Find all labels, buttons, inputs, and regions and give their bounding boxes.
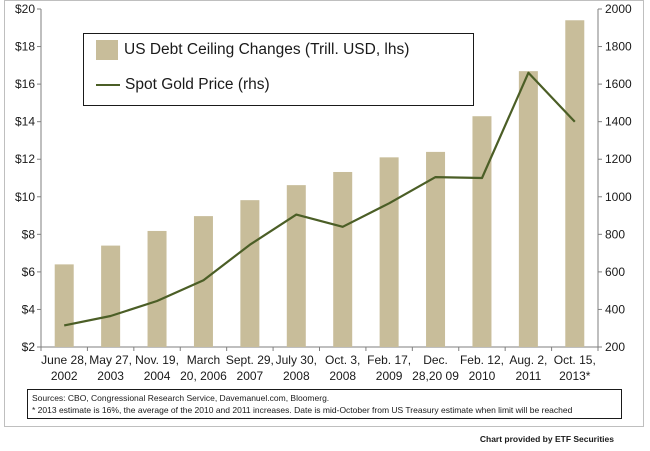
x-tick-label-line: 20, 2006 [180, 369, 227, 383]
x-tick-label-line: March [187, 353, 220, 367]
x-tick-label-line: Nov. 19, [135, 353, 179, 367]
y-right-tick-label: 600 [605, 265, 625, 279]
x-tick-label-line: Dec. [423, 353, 448, 367]
debt-ceiling-bar [426, 151, 446, 347]
x-tick-label-line: 2004 [144, 369, 171, 383]
y-right-tick-label: 400 [605, 302, 625, 316]
x-tick-label: June 28, 2002 [41, 353, 87, 383]
x-tick-label-line: Oct. 15, [554, 353, 596, 367]
y-left-tick-label: $12 [15, 152, 35, 166]
chart-credit: Chart provided by ETF Securities [479, 434, 614, 444]
legend: US Debt Ceiling Changes (Trill. USD, lhs… [83, 33, 474, 106]
y-left-tick-label: $4 [22, 302, 36, 316]
x-tick-label: Dec. 28,20 09 [412, 353, 459, 383]
x-tick-label-line: 2011 [515, 369, 541, 383]
debt-ceiling-bar [54, 264, 74, 347]
footnote-line: * 2013 estimate is 16%, the average of t… [32, 405, 573, 415]
x-tick-label: Nov. 19, 2004 [135, 353, 179, 383]
legend-line-swatch [96, 84, 120, 86]
x-tick-label: Oct. 15, 2013* [554, 353, 596, 383]
legend-label-debt-ceiling: US Debt Ceiling Changes (Trill. USD, lhs… [124, 41, 410, 58]
debt-ceiling-bar [147, 230, 167, 347]
y-left-tick-label: $14 [15, 115, 35, 129]
y-right-tick-label: 1400 [605, 115, 632, 129]
x-tick-label: Aug. 2, 2011 [509, 353, 547, 383]
x-tick-label-line: Oct. 3, [325, 353, 360, 367]
x-tick-label-line: July 30, [276, 353, 317, 367]
legend-item-debt-ceiling: US Debt Ceiling Changes (Trill. USD, lhs… [96, 40, 409, 60]
x-tick-label: July 30, 2008 [276, 353, 317, 383]
y-left-tick-label: $2 [22, 340, 36, 354]
debt-ceiling-bar [101, 245, 121, 347]
x-tick-label-line: Sept. 29, [226, 353, 274, 367]
y-left-tick-label: $6 [22, 265, 36, 279]
y-right-tick-label: 800 [605, 227, 625, 241]
x-tick-label-line: 2003 [97, 369, 124, 383]
y-left-tick-label: $10 [15, 190, 35, 204]
debt-ceiling-bar [472, 116, 492, 348]
x-tick-label-line: 2010 [469, 369, 496, 383]
y-left-tick-label: $18 [15, 40, 35, 54]
y-right-tick-label: 200 [605, 340, 625, 354]
gold-price-line [63, 71, 576, 327]
x-tick-label: Oct. 3, 2008 [325, 353, 360, 383]
legend-item-gold-price: Spot Gold Price (rhs) [96, 76, 270, 94]
x-tick-label-line: Feb. 17, [367, 353, 411, 367]
x-axis-labels: June 28, 2002 May 27, 2003 Nov. 19, 2004 March… [41, 353, 596, 383]
sources-note: Sources: CBO, Congressional Research Ser… [27, 389, 622, 419]
x-tick-label: March 20, 2006 [180, 353, 227, 383]
debt-ceiling-bar [379, 157, 399, 347]
axes: $2 $4 $6 $8 $10 $12 $14 $16 $18 $20 200 400 600 800 10… [15, 2, 632, 354]
y-right-tick-label: 2000 [605, 2, 632, 16]
y-left-tick-label: $8 [22, 227, 36, 241]
x-tick-label-line: 2013* [559, 369, 591, 383]
debt-ceiling-bar [286, 185, 306, 347]
x-tick-label-line: Aug. 2, [509, 353, 547, 367]
y-right-tick-label: 1600 [605, 77, 632, 91]
y-left-tick-label: $20 [15, 2, 35, 16]
x-tick-label-line: 2008 [329, 369, 356, 383]
debt-ceiling-bars [54, 20, 585, 348]
debt-ceiling-bar [240, 200, 260, 347]
x-tick-label-line: 28,20 09 [412, 369, 459, 383]
sources-line: Sources: CBO, Congressional Research Ser… [32, 393, 330, 403]
x-tick-label-line: June 28, [41, 353, 87, 367]
debt-ceiling-bar [565, 20, 585, 348]
x-tick-label-line: May 27, [89, 353, 132, 367]
x-tick-label: Sept. 29, 2007 [226, 353, 274, 383]
x-tick-label-line: 2008 [283, 369, 310, 383]
x-tick-label-line: 2007 [237, 369, 264, 383]
x-tick-label: May 27, 2003 [89, 353, 132, 383]
debt-ceiling-bar [333, 171, 353, 347]
x-tick-label-line: 2002 [51, 369, 78, 383]
y-right-tick-label: 1200 [605, 152, 632, 166]
y-right-tick-label: 1800 [605, 40, 632, 54]
x-tick-label-line: 2009 [376, 369, 403, 383]
debt-ceiling-bar [518, 71, 538, 347]
x-tick-label: Feb. 17, 2009 [367, 353, 411, 383]
y-right-tick-label: 1000 [605, 190, 632, 204]
debt-ceiling-bar [193, 216, 213, 347]
gold-price-polyline [63, 71, 576, 327]
x-tick-label: Feb. 12, 2010 [460, 353, 504, 383]
legend-bar-swatch [96, 40, 118, 60]
x-tick-label-line: Feb. 12, [460, 353, 504, 367]
y-left-tick-label: $16 [15, 77, 35, 91]
legend-label-gold-price: Spot Gold Price (rhs) [125, 76, 270, 93]
